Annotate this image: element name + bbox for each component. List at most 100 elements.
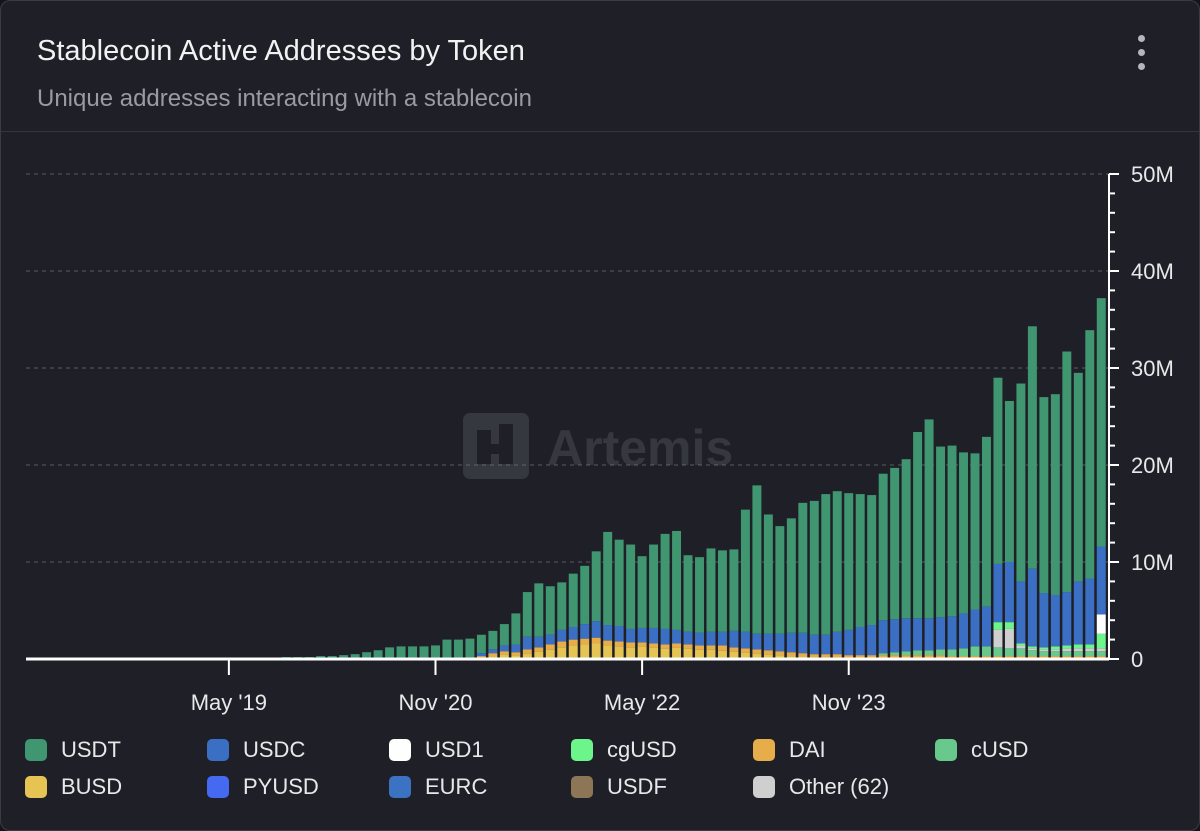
bar-busd-46[interactable] xyxy=(557,647,567,659)
bar-usdc-63[interactable] xyxy=(752,633,762,650)
bar-usdt-41[interactable] xyxy=(499,624,509,646)
bar-dai-66[interactable] xyxy=(786,652,796,657)
bar-dai-53[interactable] xyxy=(637,642,647,647)
bar-dai-67[interactable] xyxy=(798,653,808,657)
bar-usdc-81[interactable] xyxy=(959,613,968,649)
bar-dai-54[interactable] xyxy=(649,643,659,648)
bar-usdc-79[interactable] xyxy=(936,617,946,650)
bar-usdc-86[interactable] xyxy=(1016,581,1026,644)
bar-usdc-66[interactable] xyxy=(786,632,796,653)
bar-usdt-78[interactable] xyxy=(924,419,934,619)
bar-usdc-55[interactable] xyxy=(660,628,670,645)
bar-cusd-83[interactable] xyxy=(982,646,991,657)
bar-usdt-68[interactable] xyxy=(809,500,819,635)
bar-usdc-57[interactable] xyxy=(683,631,693,645)
bar-cgusd-89[interactable] xyxy=(1050,646,1060,650)
bar-dai-72[interactable] xyxy=(855,655,865,659)
bar-cusd-87[interactable] xyxy=(1027,650,1037,657)
bar-dai-45[interactable] xyxy=(545,644,555,650)
bar-usdt-30[interactable] xyxy=(373,650,383,659)
bar-usdt-37[interactable] xyxy=(453,639,463,659)
bar-usdc-50[interactable] xyxy=(603,625,613,641)
bar-busd-48[interactable] xyxy=(580,644,590,659)
bar-cusd-85[interactable] xyxy=(1004,648,1014,657)
bar-busd-57[interactable] xyxy=(683,648,693,659)
bar-usdt-90[interactable] xyxy=(1062,351,1072,593)
bar-dai-44[interactable] xyxy=(534,647,544,652)
bar-usdt-49[interactable] xyxy=(591,551,601,622)
bar-dai-62[interactable] xyxy=(740,648,750,653)
bar-dai-48[interactable] xyxy=(580,638,590,645)
bar-usdt-46[interactable] xyxy=(557,582,567,630)
bar-usdt-42[interactable] xyxy=(511,613,521,645)
bar-other-62--85[interactable] xyxy=(1004,628,1014,649)
bar-usdc-59[interactable] xyxy=(706,631,716,646)
bar-usdc-45[interactable] xyxy=(545,634,555,645)
bar-usdt-31[interactable] xyxy=(385,647,395,659)
bar-usdt-65[interactable] xyxy=(775,526,785,634)
bar-usdt-56[interactable] xyxy=(672,530,682,630)
bar-usdt-83[interactable] xyxy=(982,436,991,607)
bar-usdt-58[interactable] xyxy=(695,557,704,633)
bar-busd-41[interactable] xyxy=(499,654,509,659)
bar-cgusd-92[interactable] xyxy=(1085,644,1095,649)
legend-item-busd[interactable]: BUSD xyxy=(25,774,122,800)
bar-usdt-50[interactable] xyxy=(603,531,613,626)
bar-usdt-72[interactable] xyxy=(855,494,865,627)
bar-usdt-45[interactable] xyxy=(545,586,555,635)
bar-usdt-73[interactable] xyxy=(867,495,877,626)
bar-other-62--91[interactable] xyxy=(1073,648,1083,652)
legend-item-pyusd[interactable]: PYUSD xyxy=(207,774,319,800)
bar-busd-58[interactable] xyxy=(695,649,704,659)
bar-usdt-53[interactable] xyxy=(637,556,647,628)
bar-dai-75[interactable] xyxy=(890,655,900,659)
bar-usdt-85[interactable] xyxy=(1004,400,1014,562)
bar-usdt-40[interactable] xyxy=(488,630,498,650)
bar-busd-51[interactable] xyxy=(614,646,624,659)
bar-dai-47[interactable] xyxy=(568,639,578,646)
bar-usdt-59[interactable] xyxy=(706,548,716,632)
bar-usdt-57[interactable] xyxy=(683,555,693,632)
bar-cgusd-90[interactable] xyxy=(1062,645,1072,649)
bar-dai-42[interactable] xyxy=(511,652,521,656)
bar-usdt-43[interactable] xyxy=(522,592,532,637)
bar-dai-39[interactable] xyxy=(476,656,486,659)
bar-dai-41[interactable] xyxy=(499,651,509,655)
bar-dai-79[interactable] xyxy=(936,655,946,659)
bar-busd-54[interactable] xyxy=(649,647,659,659)
bar-usdt-87[interactable] xyxy=(1027,326,1037,569)
bar-cusd-92[interactable] xyxy=(1085,651,1095,657)
bar-usdc-83[interactable] xyxy=(982,606,991,647)
bar-usdc-73[interactable] xyxy=(867,625,877,656)
bar-usdc-92[interactable] xyxy=(1085,578,1095,645)
bar-cusd-82[interactable] xyxy=(970,646,980,657)
bar-usdc-88[interactable] xyxy=(1039,593,1049,648)
bar-usdc-91[interactable] xyxy=(1073,581,1083,645)
bar-cusd-88[interactable] xyxy=(1039,651,1049,657)
legend-item-usdt[interactable]: USDT xyxy=(25,737,121,763)
bar-cusd-89[interactable] xyxy=(1050,651,1060,657)
bar-usdc-48[interactable] xyxy=(580,624,590,639)
bar-usdc-51[interactable] xyxy=(614,626,624,642)
bar-other-62--88[interactable] xyxy=(1039,649,1049,652)
bar-usdc-64[interactable] xyxy=(763,633,773,651)
bar-dai-64[interactable] xyxy=(763,650,773,655)
bar-usdc-69[interactable] xyxy=(821,634,831,655)
bar-usdt-62[interactable] xyxy=(740,509,750,632)
bar-dai-71[interactable] xyxy=(844,655,854,659)
bar-usdt-89[interactable] xyxy=(1050,394,1060,595)
bar-dai-58[interactable] xyxy=(695,645,704,650)
bar-usdc-56[interactable] xyxy=(672,629,682,644)
bar-other-62--93[interactable] xyxy=(1096,648,1106,652)
bar-busd-53[interactable] xyxy=(637,646,647,659)
bar-usd1-93[interactable] xyxy=(1096,614,1106,634)
bar-usdc-41[interactable] xyxy=(499,645,509,652)
bar-usdt-44[interactable] xyxy=(534,583,544,637)
bar-usdc-53[interactable] xyxy=(637,627,647,643)
bar-busd-59[interactable] xyxy=(706,649,716,659)
bar-busd-65[interactable] xyxy=(775,655,785,659)
bar-usdt-77[interactable] xyxy=(913,432,923,619)
bar-dai-49[interactable] xyxy=(591,637,601,644)
bar-usdt-75[interactable] xyxy=(890,467,900,620)
legend-item-usdc[interactable]: USDC xyxy=(207,737,305,763)
